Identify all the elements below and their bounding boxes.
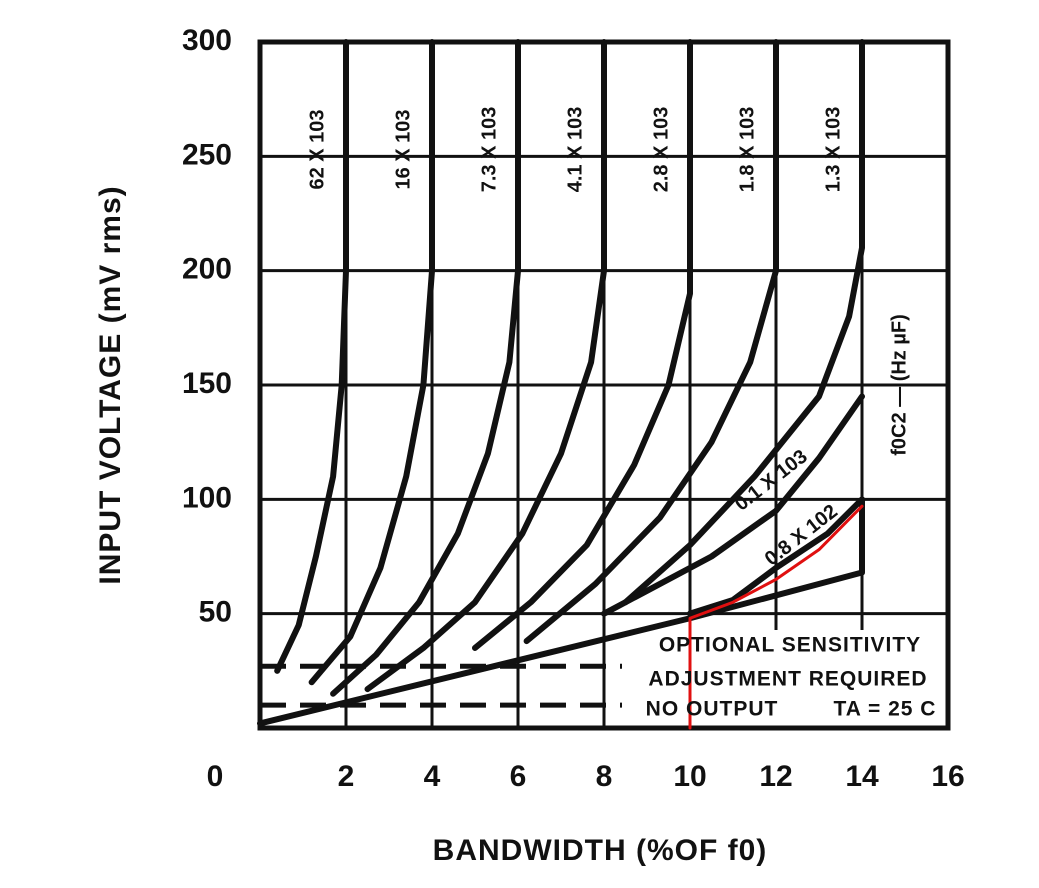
curve xyxy=(687,496,865,617)
y-tick-label: 300 xyxy=(182,24,232,57)
annotation: TA = 25 C xyxy=(834,698,937,721)
curve-label: 1.3 X 103 xyxy=(822,107,844,193)
x-tick-label: 2 xyxy=(338,760,355,793)
curve-label: 1.8 X 103 xyxy=(736,107,758,193)
annotation: NO OUTPUT xyxy=(646,698,779,721)
annotation: OPTIONAL SENSITIVITY xyxy=(659,634,921,657)
y-tick-label: 200 xyxy=(182,253,232,286)
y-tick-label: 100 xyxy=(182,481,232,514)
x-tick-label: 16 xyxy=(931,760,964,793)
x-tick-label: 4 xyxy=(424,760,441,793)
curve xyxy=(622,39,865,606)
curve-label: 2.8 X 103 xyxy=(650,107,672,193)
y-tick-label: 250 xyxy=(182,138,232,171)
x-tick-label: 14 xyxy=(845,760,879,793)
curve xyxy=(257,496,865,727)
annotation-box xyxy=(628,630,946,726)
curve xyxy=(364,39,607,693)
curve xyxy=(472,39,693,651)
curve xyxy=(330,39,521,697)
x-tick-label: 12 xyxy=(759,760,792,793)
curve xyxy=(523,39,779,645)
curve-label: 16 X 103 xyxy=(392,109,414,189)
x-tick-label: 8 xyxy=(596,760,613,793)
curve-label: 7.3 X 103 xyxy=(478,107,500,193)
y-tick-label: 50 xyxy=(199,596,232,629)
curve xyxy=(601,393,865,617)
curve-label: 62 X 103 xyxy=(306,109,328,189)
y-tick-label: 150 xyxy=(182,367,232,400)
curve xyxy=(308,39,435,686)
annotation: ADJUSTMENT REQUIRED xyxy=(648,668,927,691)
curve xyxy=(274,39,349,674)
x-tick-label: 10 xyxy=(673,760,706,793)
x-tick-label: 6 xyxy=(510,760,527,793)
x-axis-title: BANDWIDTH (%OF f0) xyxy=(433,834,768,867)
curve-label: 4.1 X 103 xyxy=(564,107,586,193)
x-tick-label: 0 xyxy=(207,760,224,793)
side-label: f0C2 — (Hz µF) xyxy=(888,314,910,456)
curve xyxy=(688,504,864,730)
y-axis-title: INPUT VOLTAGE (mV rms) xyxy=(94,185,127,584)
